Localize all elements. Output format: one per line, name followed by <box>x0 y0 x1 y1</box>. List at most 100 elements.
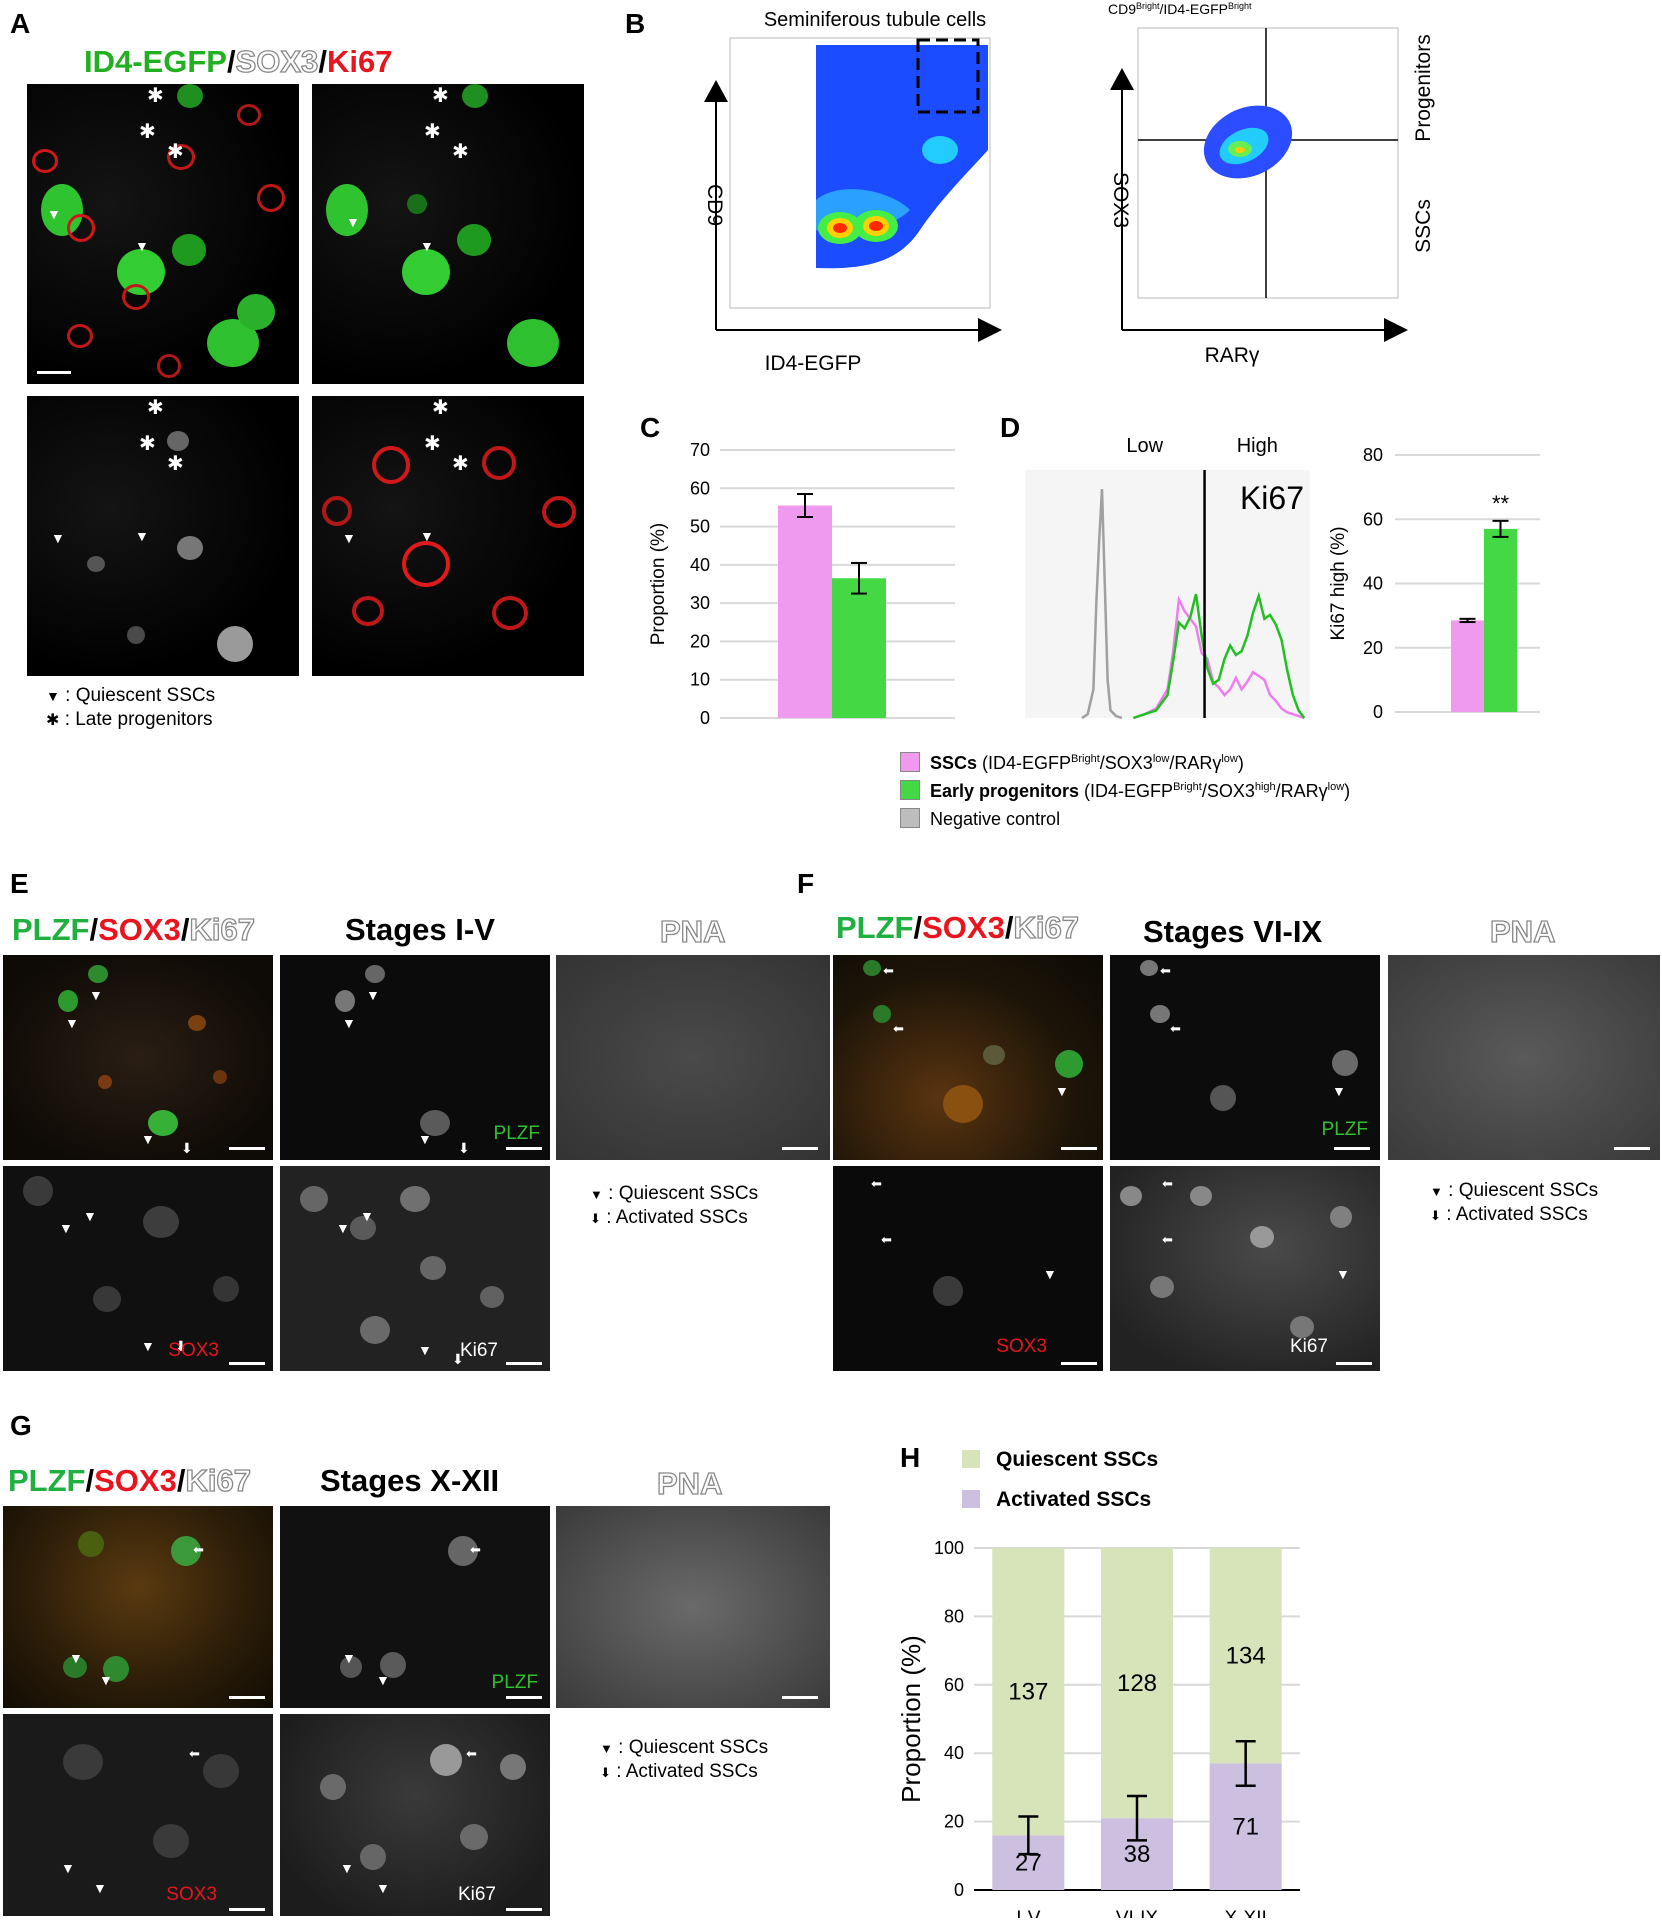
flow-right-y-arrow <box>1110 68 1134 90</box>
arrow-marker: ⬅ <box>883 963 894 978</box>
cell <box>63 1656 87 1678</box>
flow-right-x-arrow <box>1384 318 1408 342</box>
title-slash: / <box>176 1463 186 1498</box>
arrow-marker: ⬅ <box>1160 963 1171 978</box>
scale-bar <box>506 1696 542 1699</box>
micrograph-g-pna <box>556 1506 830 1708</box>
scale-bar <box>1061 1362 1097 1365</box>
cell <box>420 1256 446 1280</box>
arrowhead-marker: ▼ <box>135 528 149 544</box>
tag-sox3: SOX3 <box>996 1336 1047 1357</box>
cell <box>402 541 450 587</box>
tag-plzf: PLZF <box>491 1672 538 1693</box>
title-ki67: Ki67 <box>1013 909 1080 945</box>
legend-e-quiescent: ▼ : Quiescent SSCs <box>590 1183 759 1204</box>
panel-g-stage: Stages X-XII <box>320 1463 500 1498</box>
micrograph-e-ki67: ▼ ▼ ▼ ⬇ Ki67 <box>280 1166 550 1371</box>
cell <box>1120 1186 1142 1206</box>
arrowhead-marker: ▼ <box>418 1131 432 1147</box>
title-sox3: SOX3 <box>94 1463 177 1498</box>
cell <box>457 224 491 256</box>
legend-e-activated: ⬇ : Activated SSCs <box>590 1207 748 1228</box>
region-label-high: High <box>1237 435 1278 457</box>
panel-g-title: PLZF/SOX3/Ki67 <box>8 1462 252 1499</box>
arrowhead-marker: ▼ <box>1332 1083 1346 1099</box>
chart-d-bar: 0 20 40 60 80 Ki67 high (%) ** <box>1328 445 1540 722</box>
panel-f-stage: Stages VI-IX <box>1143 914 1323 949</box>
y-tick-label: 60 <box>1363 509 1383 529</box>
title-slash: / <box>318 44 327 79</box>
arrowhead-marker: ▼ <box>366 987 380 1003</box>
panel-label-a: A <box>10 8 31 39</box>
cell <box>372 446 410 484</box>
cell <box>350 1216 376 1240</box>
panel-f-pna-title: PNA <box>1489 913 1556 949</box>
title-slash: / <box>913 910 923 945</box>
flow-right-xlabel: RARγ <box>1205 344 1260 367</box>
asterisk-marker: ✱ <box>139 121 156 143</box>
title-id4egfp: ID4-EGFP <box>84 44 227 79</box>
arrow-marker: ⬅ <box>1170 1021 1181 1036</box>
arrow-marker: ⬅ <box>193 1542 204 1557</box>
title-slash: / <box>85 1463 95 1498</box>
micrograph-g-ki67: ⬅ ▼ ▼ Ki67 <box>280 1714 550 1916</box>
cell <box>213 1070 227 1084</box>
micrograph-g-merge: ▼ ▼ ⬅ <box>3 1506 273 1708</box>
flow-left-density <box>833 223 847 233</box>
y-tick-label: 20 <box>690 631 710 651</box>
x-tick-label: X-XII <box>1225 1908 1267 1918</box>
panel-label-c: C <box>640 412 661 443</box>
title-plzf: PLZF <box>8 1463 86 1498</box>
flow-left-x-arrow <box>978 318 1002 342</box>
histogram-series-line <box>1132 595 1305 720</box>
cell <box>203 1754 239 1788</box>
bar-early-progenitors <box>1484 528 1517 712</box>
significance-annotation: ** <box>1492 491 1510 516</box>
asterisk-marker: ✱ <box>452 453 469 475</box>
panel-label-e: E <box>10 868 29 899</box>
count-label-activated: 38 <box>1124 1841 1151 1868</box>
arrow-marker: ⬅ <box>871 1176 882 1191</box>
tag-plzf: PLZF <box>1321 1119 1368 1140</box>
scale-bar <box>506 1908 542 1911</box>
cell <box>943 1085 983 1123</box>
title-plzf: PLZF <box>12 912 90 947</box>
arrowhead-marker: ▼ <box>141 1131 155 1147</box>
scale-bar <box>1614 1147 1650 1150</box>
y-tick-label: 100 <box>934 1538 964 1558</box>
arrowhead-marker: ▼ <box>340 1860 354 1876</box>
count-label-quiescent: 134 <box>1226 1643 1266 1670</box>
micrograph-sox3: ✱ ✱ ✱ ▼ ▼ <box>27 396 299 676</box>
panel-e-pna-title: PNA <box>659 913 726 949</box>
legend-text: /SOX3 <box>1099 753 1153 773</box>
title-sox3: SOX3 <box>98 912 181 947</box>
bar-sscs <box>1451 620 1484 712</box>
scale-bar <box>506 1362 542 1365</box>
arrow-marker: ⬅ <box>1162 1176 1173 1191</box>
cell <box>863 960 881 976</box>
asterisk-marker: ✱ <box>432 85 449 107</box>
tag-plzf: PLZF <box>493 1123 540 1144</box>
y-tick-label: 50 <box>690 517 710 537</box>
arrowhead-marker: ▼ <box>1043 1266 1057 1282</box>
legend-text: (ID4-EGFP <box>1079 781 1174 801</box>
legend-text: Bright <box>1173 781 1202 793</box>
legend-text: SSCs <box>930 753 978 773</box>
bar-quiescent <box>992 1548 1065 1836</box>
cell <box>360 1316 390 1344</box>
flow-left-density <box>869 221 883 231</box>
bar-quiescent <box>1101 1548 1173 1819</box>
micrograph-ki67: ✱ ✱ ✱ ▼ ▼ <box>312 396 584 676</box>
cell <box>177 84 203 108</box>
flow-right-density <box>1235 147 1245 153</box>
legend-swatch <box>962 1450 980 1468</box>
arrowhead-marker: ▼ <box>99 1672 113 1688</box>
cell <box>257 184 285 212</box>
cell <box>63 1744 103 1780</box>
cell <box>1140 960 1158 976</box>
arrowhead-marker: ▼ <box>47 206 61 222</box>
legend-text: low <box>1327 781 1345 793</box>
scale-bar <box>37 371 71 374</box>
panel-f-title: PLZF/SOX3/Ki67 <box>836 909 1080 946</box>
cell <box>365 965 385 983</box>
